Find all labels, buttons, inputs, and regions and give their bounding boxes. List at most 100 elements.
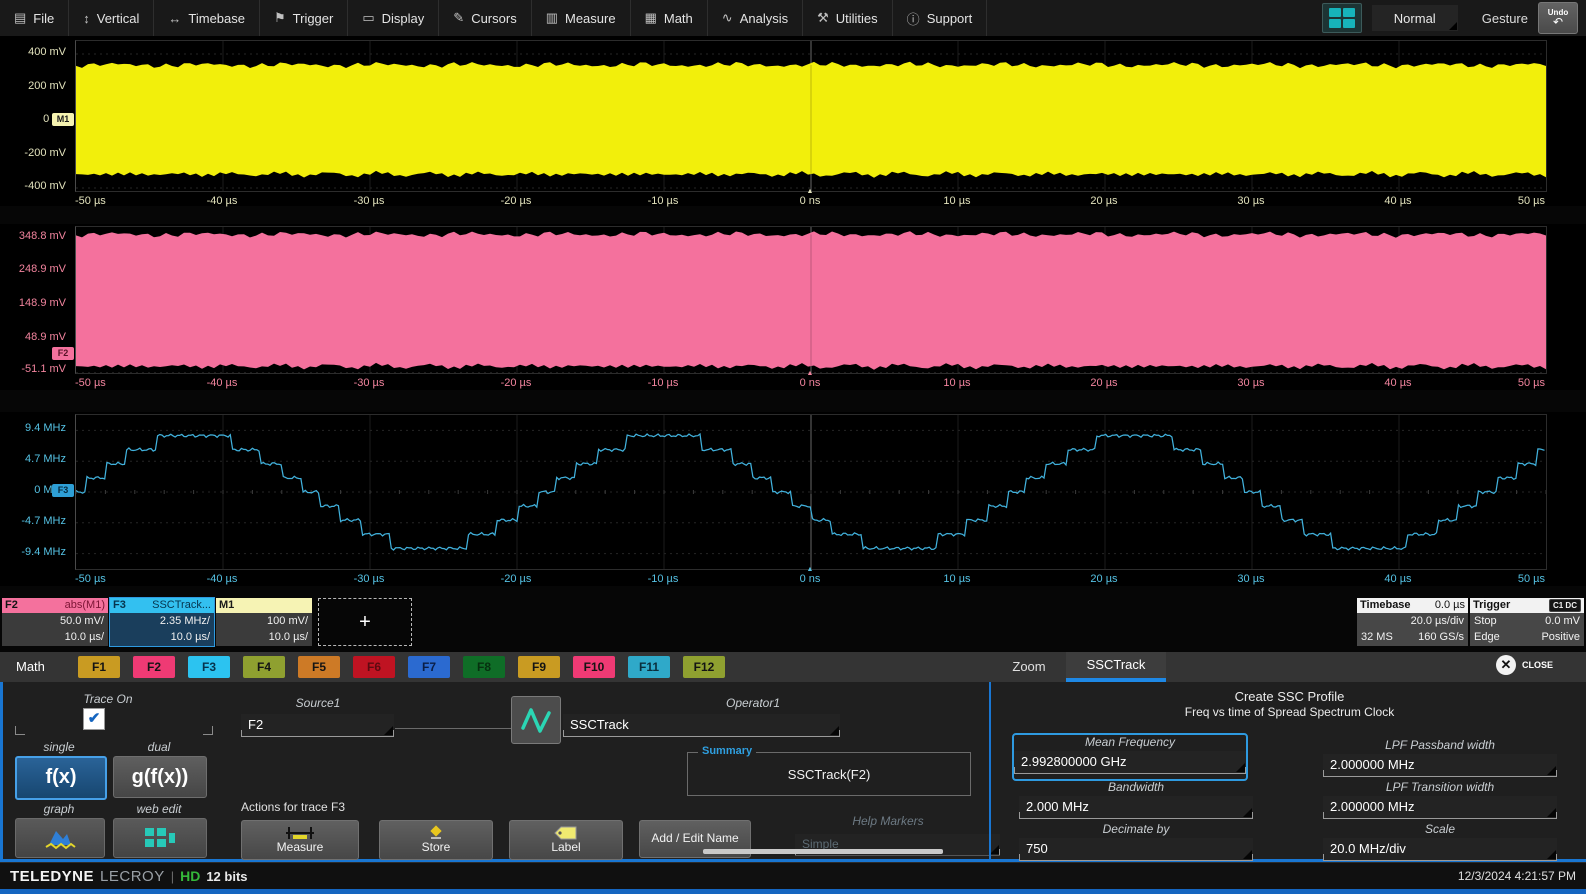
menu-item-label: Analysis [739,10,789,26]
tab-f10[interactable]: F10 [573,656,615,678]
tab-f1[interactable]: F1 [78,656,120,678]
measure-icon [286,827,314,840]
mean-frequency-field[interactable]: Mean Frequency 2.992800000 GHz [1012,733,1248,781]
operator-icon-button[interactable] [511,696,561,744]
field-value[interactable]: 2.000 MHz [1019,796,1253,819]
scale-field[interactable]: Scale 20.0 MHz/div [1323,822,1557,861]
menu-item-analysis[interactable]: ∿ Analysis [708,0,804,36]
tab-f3[interactable]: F3 [185,656,233,686]
field-value[interactable]: 2.992800000 GHz [1014,751,1246,774]
trigger-time-marker[interactable]: ▲ [806,370,814,377]
menu-item-vertical[interactable]: ↕ Vertical [69,0,155,36]
undo-button[interactable]: Undo ↶ [1538,2,1578,34]
trace-descriptor-f2[interactable]: F2 abs(M1) 50.0 mV/10.0 µs/ [2,598,108,646]
f2-axis-badge[interactable]: F2 [52,347,74,361]
field-value[interactable]: 2.000000 MHz [1323,754,1557,777]
x-axis-tick: 50 µs [1517,573,1545,585]
menu-item-display[interactable]: ▭ Display [348,0,440,36]
label-button[interactable]: Label [509,820,623,860]
tab-f7[interactable]: F7 [408,656,450,678]
field-value[interactable]: 2.000000 MHz [1323,796,1557,819]
close-button[interactable]: ✕ CLOSE [1496,655,1553,675]
tab-f12[interactable]: F12 [683,656,725,678]
brand-divider: | [170,868,175,884]
x-axis-tick: 50 µs [1517,195,1545,207]
tab-ssctrack[interactable]: SSCTrack [1066,652,1166,682]
menu-item-utilities[interactable]: ⚒ Utilities [803,0,893,36]
menu-item-math[interactable]: ▦ Math [631,0,708,36]
grid-layout-icon[interactable] [1321,3,1362,33]
tab-f2[interactable]: F2 [133,656,175,678]
tab-f9[interactable]: F9 [518,656,560,678]
grid-area-m1[interactable] [75,40,1547,192]
web-edit-button[interactable] [113,818,207,858]
drag-handle[interactable] [703,849,943,854]
trace-descriptor-f3[interactable]: F3 SSCTrack... 2.35 MHz/10.0 µs/ [109,597,215,647]
ssc-profile-panel: Create SSC Profile Freq vs time of Sprea… [989,682,1586,861]
close-icon: ✕ [1496,655,1516,675]
tab-f11[interactable]: F11 [628,656,670,678]
menu-item-cursors[interactable]: ✎ Cursors [439,0,532,36]
datetime: 12/3/2024 4:21:57 PM [1457,869,1576,883]
display-mode-dropdown[interactable]: Normal [1371,5,1458,31]
dropdown-wedge-icon [1547,850,1556,859]
field-value-text: 2.000000 MHz [1330,799,1415,814]
file-icon: ▤ [14,10,27,25]
waveform-operator-icon [521,708,551,733]
accent-bottom-line [0,889,1586,894]
operator1-label: Operator1 [725,696,781,710]
tab-f6[interactable]: F6 [353,656,395,678]
display-mode-value: Normal [1393,10,1436,26]
tab-f5[interactable]: F5 [298,656,340,678]
trigger-time-marker[interactable]: ▲ [806,188,814,195]
grid-area-f2[interactable] [75,226,1547,374]
field-value-text: 2.992800000 GHz [1021,754,1127,769]
store-button[interactable]: Store [379,820,493,860]
tab-zoom[interactable]: Zoom [1012,659,1046,674]
source1-dropdown[interactable]: F2 [241,714,394,737]
trigger-title: Trigger [1473,599,1511,611]
display-icon: ▭ [362,10,375,25]
trace-descriptor-m1[interactable]: M1 100 mV/10.0 µs/ [216,598,312,646]
add-trace-button[interactable]: + [318,598,412,646]
menu-item-timebase[interactable]: ↔ Timebase [154,0,260,36]
hd-badge: HD [180,867,201,884]
menubar: ▤ File ↕ Vertical ↔ Timebase ⚑ Trigger ▭ Disp… [0,0,1586,38]
math-tabs-row: Math F1 F2 F3 F4 F5 F6 F7 F8 F9 F10 F11 … [0,652,1586,686]
dropdown-wedge-icon [830,726,839,735]
timebase-descriptor[interactable]: Timebase 0.0 µs 20.0 µs/div 32 MS 160 GS/s [1357,598,1468,646]
f3-axis-badge[interactable]: F3 [52,484,74,497]
tab-f4[interactable]: F4 [243,656,285,678]
menu-item-measure[interactable]: ▥ Measure [532,0,631,36]
decimate-by-field[interactable]: Decimate by 750 [1019,822,1253,861]
dropdown-wedge-icon [1547,808,1556,817]
trace-vscale: 50.0 mV/ [59,615,104,627]
lpf-transition-field[interactable]: LPF Transition width 2.000000 MHz [1323,780,1557,819]
field-value[interactable]: 750 [1019,838,1253,861]
lpf-passband-field[interactable]: LPF Passband width 2.000000 MHz [1323,738,1557,777]
source1-value: F2 [248,717,264,732]
menu-item-file[interactable]: ▤ File [0,0,70,36]
fx-single-button[interactable]: f(x) [15,756,107,800]
trigger-source-badge: C1 DC [1548,599,1581,612]
gfx-dual-button[interactable]: g(f(x)) [113,756,207,798]
help-markers-label: Help Markers [852,814,924,828]
trigger-time-marker[interactable]: ▲ [806,566,814,573]
menu-item-support[interactable]: ⓘ Support [893,0,988,36]
bandwidth-field[interactable]: Bandwidth 2.000 MHz [1019,780,1253,819]
menu-item-trigger[interactable]: ⚑ Trigger [260,0,349,36]
trigger-descriptor[interactable]: Trigger C1 DC Stop 0.0 mV Edge Positive [1470,598,1584,646]
measure-button[interactable]: Measure [241,820,359,860]
x-axis-tick: -20 µs [500,377,532,389]
graph-button[interactable] [15,818,105,858]
grid-area-f3[interactable] [75,414,1547,570]
trace-on-checkbox[interactable]: ✔ [83,708,105,730]
tab-f8[interactable]: F8 [463,656,505,678]
check-icon: ✔ [87,710,101,727]
trace-name: abs(M1) [64,599,105,611]
label-tag-icon [554,826,577,840]
operator1-dropdown[interactable]: SSCTrack [563,714,840,737]
field-value[interactable]: 20.0 MHz/div [1323,838,1557,861]
m1-axis-badge[interactable]: M1 [52,113,74,127]
x-axis-tick: -20 µs [500,573,532,585]
